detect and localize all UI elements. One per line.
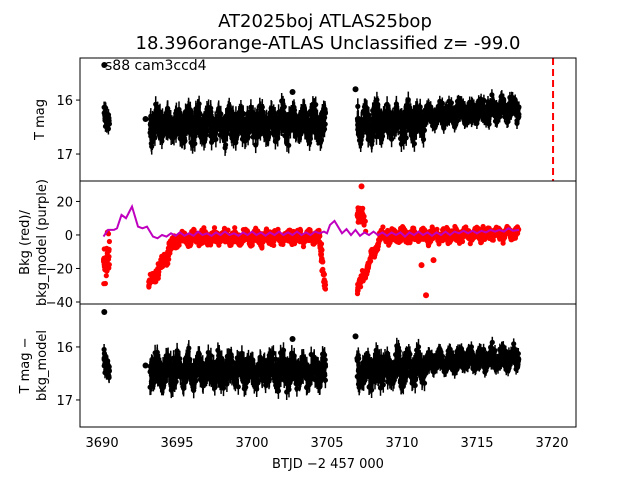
panel-annotation: s88 cam3ccd4 <box>105 58 207 74</box>
outlier-point <box>353 86 359 92</box>
data-layer <box>101 183 521 298</box>
x-axis-label: BTJD −2 457 000 <box>272 457 384 472</box>
data-point <box>102 263 107 268</box>
data-point <box>102 257 107 262</box>
y-tick-label: 16 <box>56 94 73 109</box>
data-point <box>166 253 171 258</box>
data-point <box>104 273 109 278</box>
outlier-point <box>101 62 107 68</box>
chart-title-line1: AT2025boj ATLAS25bop <box>218 11 432 32</box>
outlier-point <box>143 116 149 122</box>
outlier-point <box>290 89 296 95</box>
data-point <box>146 284 151 289</box>
data-point <box>152 277 157 282</box>
data-layer <box>101 62 521 156</box>
data-point <box>191 227 196 232</box>
y-axis-label: T mag <box>33 99 48 141</box>
data-point <box>158 262 163 267</box>
data-point <box>259 245 264 250</box>
y-tick-label: 17 <box>56 148 73 163</box>
panel-tmag: 16 17 T mag <box>33 58 576 181</box>
data-point <box>104 246 109 251</box>
chart-title-line2: 18.396orange-ATLAS Unclassified z= -99.0 <box>136 33 521 54</box>
data-point <box>107 239 112 244</box>
data-point <box>151 271 156 276</box>
data-point <box>101 281 106 286</box>
